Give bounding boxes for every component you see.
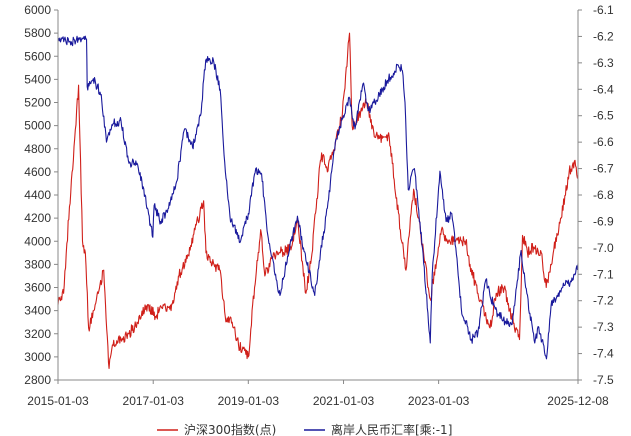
y-left-tick-label: 3800	[24, 257, 51, 271]
y-left-tick-label: 3200	[24, 327, 51, 341]
y-left-tick-label: 4600	[24, 165, 51, 179]
legend: 沪深300指数(点) 离岸人民币汇率[乘:-1]	[157, 422, 452, 436]
y-left-tick-label: 5200	[24, 96, 51, 110]
x-tick-label: 2015-01-03	[27, 394, 89, 408]
y-right-tick-label: -7.5	[593, 373, 614, 387]
y-axis-left-ticks: 6000 5800 5600 5400 5200 5000 4800 4600 4400 4200…	[24, 3, 58, 387]
y-right-tick-label: -6.6	[593, 135, 614, 149]
y-left-tick-label: 5000	[24, 119, 51, 133]
y-left-tick-label: 4000	[24, 234, 51, 248]
y-right-tick-label: -6.8	[593, 188, 614, 202]
y-left-tick-label: 6000	[24, 3, 51, 17]
y-right-tick-label: -6.1	[593, 3, 614, 17]
y-right-tick-label: -6.7	[593, 162, 614, 176]
x-axis-ticks: 2015-01-03 2017-01-03 2019-01-03 2021-01-03…	[27, 380, 609, 408]
y-axis-right-ticks: -6.1 -6.2 -6.3 -6.4 -6.5 -6.6 -6.7 -6.8 -6.9 -7.0…	[578, 3, 614, 387]
y-right-tick-label: -6.5	[593, 109, 614, 123]
y-right-tick-label: -6.9	[593, 214, 614, 228]
y-right-tick-label: -7.1	[593, 267, 614, 281]
legend-label-cnh: 离岸人民币汇率[乘:-1]	[331, 422, 452, 436]
y-left-tick-label: 5800	[24, 26, 51, 40]
y-left-tick-label: 4400	[24, 188, 51, 202]
y-left-tick-label: 3000	[24, 350, 51, 364]
y-left-tick-label: 3400	[24, 304, 51, 318]
y-left-tick-label: 5400	[24, 72, 51, 86]
y-right-tick-label: -6.3	[593, 56, 614, 70]
x-tick-label: 2017-01-03	[123, 394, 185, 408]
y-right-tick-label: -7.4	[593, 347, 614, 361]
plot-lines	[57, 32, 579, 369]
y-left-tick-label: 2800	[24, 373, 51, 387]
y-right-tick-label: -7.2	[593, 294, 614, 308]
x-tick-label: 2021-01-03	[313, 394, 375, 408]
y-left-tick-label: 4200	[24, 211, 51, 225]
x-tick-label: 2023-01-03	[408, 394, 470, 408]
y-left-tick-label: 3600	[24, 281, 51, 295]
y-right-tick-label: -6.4	[593, 82, 614, 96]
x-tick-label: 2025-12-08	[547, 394, 609, 408]
series-line-cnh	[57, 35, 579, 360]
y-left-tick-label: 4800	[24, 142, 51, 156]
series-line-index	[57, 32, 579, 369]
y-right-tick-label: -6.2	[593, 29, 614, 43]
y-left-tick-label: 5600	[24, 49, 51, 63]
y-right-tick-label: -7.3	[593, 320, 614, 334]
y-right-tick-label: -7.0	[593, 241, 614, 255]
legend-label-index: 沪深300指数(点)	[184, 422, 276, 436]
x-tick-label: 2019-01-03	[218, 394, 280, 408]
